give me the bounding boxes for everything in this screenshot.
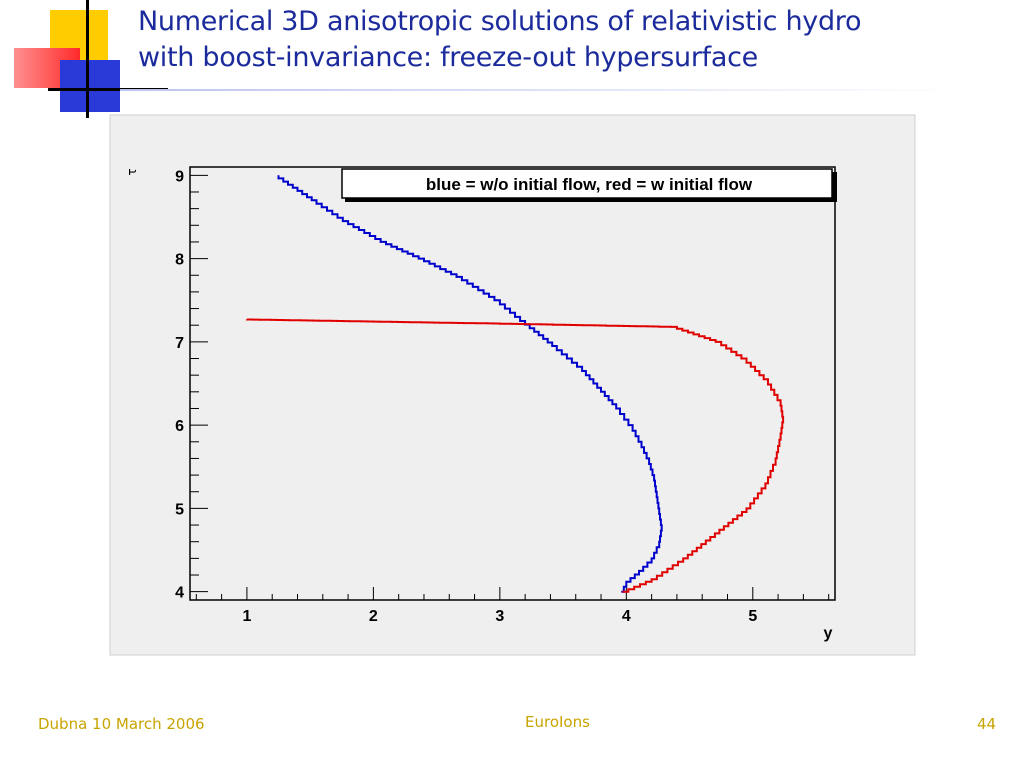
y-axis-label: τ: [125, 168, 139, 175]
plot-frame: [189, 166, 836, 601]
x-tick-label: 4: [622, 608, 631, 625]
slide-title-line-2: with boost-invariance: freeze-out hypers…: [138, 42, 758, 73]
y-tick-label: 6: [175, 418, 184, 435]
footer-date: Dubna 10 March 2006: [38, 715, 205, 733]
footer-event: EuroIons: [525, 713, 590, 731]
axis-ticks: [190, 174, 830, 600]
x-tick-label: 5: [748, 608, 757, 625]
y-tick-label: 4: [175, 585, 184, 602]
page-number: 44: [977, 715, 997, 733]
chart-curves: [245, 175, 785, 593]
title-underline: [120, 89, 960, 91]
y-tick-label: 9: [175, 168, 184, 185]
red-curve: [245, 318, 785, 593]
deco-vertical-line: [86, 0, 89, 118]
blue-curve: [277, 175, 663, 593]
legend-box: [341, 168, 833, 199]
chart-title: blue = w/o initial flow, red = w initial…: [426, 175, 753, 194]
tick-labels: 1 2 3 4 5 4 5 6 7 8 9: [175, 168, 757, 625]
chart-canvas: [109, 114, 916, 656]
deco-horizontal-line: [48, 88, 168, 91]
x-axis-label: y: [824, 625, 833, 642]
x-tick-label: 3: [495, 608, 504, 625]
y-tick-label: 5: [175, 501, 184, 518]
x-tick-label: 2: [369, 608, 378, 625]
slide-title: Numerical 3D anisotropic solutions of re…: [138, 4, 1008, 76]
y-tick-label: 7: [175, 335, 184, 352]
y-tick-label: 8: [175, 252, 184, 269]
slide-title-line-1: Numerical 3D anisotropic solutions of re…: [138, 6, 862, 37]
x-tick-label: 1: [242, 608, 251, 625]
deco-blue-square: [60, 60, 120, 112]
